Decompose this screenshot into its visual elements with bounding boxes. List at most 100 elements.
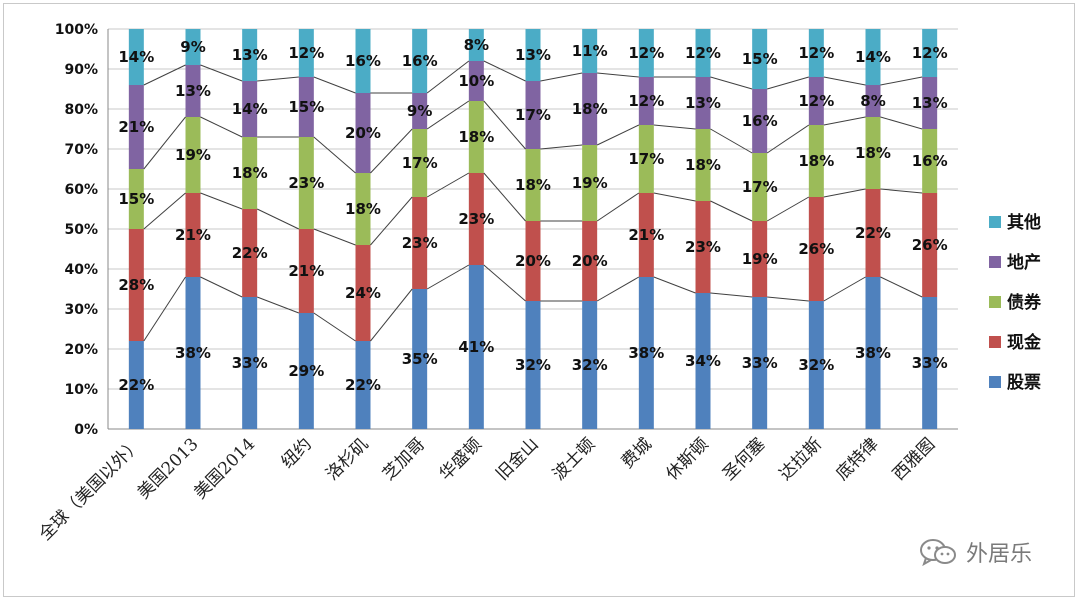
x-tick-label: 圣何塞 bbox=[719, 434, 769, 484]
data-label: 26% bbox=[912, 236, 948, 254]
legend-swatch bbox=[989, 376, 1001, 388]
legend-swatch bbox=[989, 256, 1001, 268]
series-line bbox=[710, 200, 753, 222]
data-label: 32% bbox=[798, 356, 834, 374]
series-line bbox=[426, 172, 470, 198]
data-label: 18% bbox=[685, 156, 721, 174]
data-label: 12% bbox=[685, 44, 721, 62]
data-label: 16% bbox=[742, 112, 778, 130]
data-label: 13% bbox=[912, 94, 948, 112]
data-label: 16% bbox=[912, 152, 948, 170]
bar-4-2 bbox=[185, 65, 201, 117]
bar-4-10 bbox=[638, 77, 654, 125]
data-label: 32% bbox=[515, 356, 551, 374]
series-line bbox=[540, 72, 583, 82]
bar-1-6 bbox=[412, 289, 428, 429]
bar-4-11 bbox=[695, 77, 711, 129]
data-label: 18% bbox=[458, 128, 494, 146]
series-line bbox=[200, 276, 243, 298]
series-line bbox=[766, 196, 810, 222]
data-label: 18% bbox=[572, 100, 608, 118]
series-line bbox=[823, 276, 866, 302]
series-line bbox=[710, 292, 753, 298]
data-label: 19% bbox=[742, 250, 778, 268]
x-tick-label: 西雅图 bbox=[889, 434, 939, 484]
data-label: 20% bbox=[515, 252, 551, 270]
bar-3-10 bbox=[638, 125, 654, 193]
bar-3-7 bbox=[468, 101, 484, 173]
series-line bbox=[426, 264, 470, 290]
bar-3-12 bbox=[752, 153, 768, 221]
y-tick-label: 60% bbox=[64, 182, 98, 198]
legend-label: 现金 bbox=[1007, 332, 1042, 353]
bar-1-12 bbox=[752, 297, 768, 429]
data-label: 13% bbox=[232, 46, 268, 64]
series-line bbox=[143, 116, 186, 170]
bar-4-6 bbox=[412, 93, 428, 129]
bar-1-1 bbox=[128, 341, 144, 429]
bar-2-9 bbox=[582, 221, 598, 301]
series-line bbox=[653, 192, 696, 202]
bar-1-5 bbox=[355, 341, 371, 429]
bar-3-14 bbox=[865, 117, 881, 189]
bar-2-7 bbox=[468, 173, 484, 265]
series-line bbox=[880, 76, 923, 86]
data-label: 21% bbox=[118, 118, 154, 136]
bar-3-5 bbox=[355, 173, 371, 245]
series-line bbox=[880, 276, 923, 298]
series-line bbox=[143, 192, 186, 230]
y-tick-label: 70% bbox=[64, 142, 98, 158]
data-label: 15% bbox=[288, 98, 324, 116]
data-label: 12% bbox=[798, 92, 834, 110]
data-label: 21% bbox=[175, 226, 211, 244]
y-tick-label: 0% bbox=[74, 422, 98, 438]
data-label: 9% bbox=[407, 102, 432, 120]
series-line bbox=[483, 172, 526, 222]
series-line bbox=[200, 64, 243, 82]
data-label: 18% bbox=[855, 144, 891, 162]
x-tick-label: 美国2013 bbox=[134, 434, 203, 503]
series-line bbox=[596, 192, 640, 222]
bar-4-7 bbox=[468, 61, 484, 101]
y-tick-label: 50% bbox=[64, 222, 98, 238]
data-label: 12% bbox=[912, 44, 948, 62]
data-label: 18% bbox=[345, 200, 381, 218]
data-label: 22% bbox=[118, 376, 154, 394]
data-label: 9% bbox=[180, 38, 205, 56]
series-line bbox=[426, 100, 470, 130]
data-label: 19% bbox=[572, 174, 608, 192]
data-label: 23% bbox=[685, 238, 721, 256]
data-label: 13% bbox=[685, 94, 721, 112]
bar-3-6 bbox=[412, 129, 428, 197]
data-label: 33% bbox=[232, 354, 268, 372]
x-tick-label: 纽约 bbox=[278, 434, 316, 472]
bar-5-9 bbox=[582, 29, 598, 73]
series-line bbox=[597, 72, 639, 78]
data-label: 24% bbox=[345, 284, 381, 302]
x-tick-label: 旧金山 bbox=[492, 434, 542, 484]
series-line bbox=[823, 188, 866, 198]
bar-1-8 bbox=[525, 301, 541, 429]
bar-5-10 bbox=[638, 29, 654, 77]
bar-5-4 bbox=[298, 29, 314, 77]
bar-5-1 bbox=[128, 29, 144, 85]
data-label: 12% bbox=[288, 44, 324, 62]
watermark: 外居乐 bbox=[918, 536, 1032, 568]
x-tick-label: 费城 bbox=[618, 434, 656, 472]
data-label: 20% bbox=[572, 252, 608, 270]
series-line bbox=[256, 208, 300, 230]
series-line bbox=[483, 60, 526, 82]
data-label: 22% bbox=[855, 224, 891, 242]
bar-2-4 bbox=[298, 229, 314, 313]
data-label: 19% bbox=[175, 146, 211, 164]
bar-5-11 bbox=[695, 29, 711, 77]
chart-frame bbox=[3, 3, 1075, 597]
data-label: 15% bbox=[118, 190, 154, 208]
bar-2-6 bbox=[412, 197, 428, 289]
bar-3-13 bbox=[808, 125, 824, 197]
bar-2-8 bbox=[525, 221, 541, 301]
bar-4-9 bbox=[582, 73, 598, 145]
x-tick-label: 洛杉矶 bbox=[322, 434, 372, 484]
data-label: 14% bbox=[232, 100, 268, 118]
